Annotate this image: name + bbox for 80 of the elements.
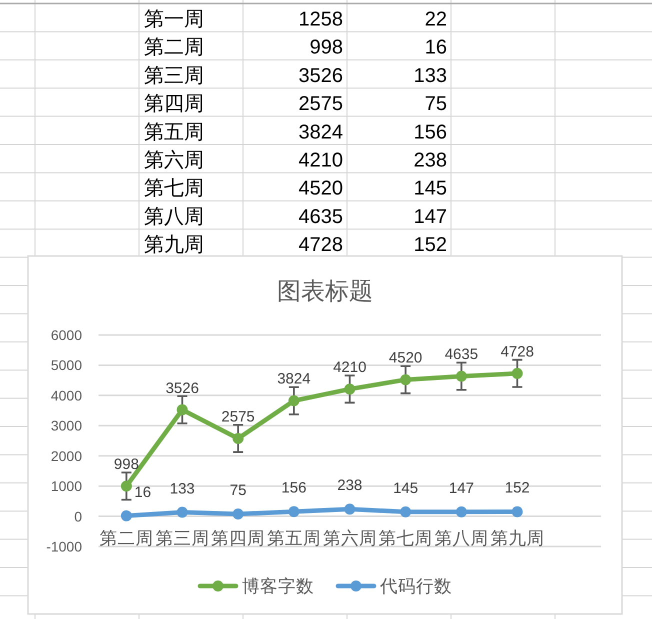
point bbox=[400, 374, 412, 386]
xtick-label: 第七周 bbox=[378, 528, 433, 548]
cell-value: 238 bbox=[414, 150, 447, 172]
row-label: 第一周 bbox=[144, 8, 204, 30]
data-label: 4210 bbox=[333, 359, 366, 376]
data-label: 156 bbox=[281, 480, 306, 497]
data-label: 4635 bbox=[444, 346, 478, 364]
data-label: 152 bbox=[504, 480, 530, 497]
cell-value: 1258 bbox=[298, 8, 343, 30]
cell-value: 4635 bbox=[298, 206, 343, 228]
legend-label: 博客字数 bbox=[242, 576, 314, 596]
xtick-label: 第九周 bbox=[490, 528, 544, 548]
ytick-label: 5000 bbox=[50, 357, 82, 374]
title: 图表标题 bbox=[277, 278, 373, 305]
row-label: 第八周 bbox=[144, 206, 204, 228]
data-label: 3526 bbox=[166, 380, 199, 397]
point bbox=[456, 370, 467, 382]
point bbox=[232, 508, 244, 520]
ytick-label: 0 bbox=[74, 508, 82, 524]
point bbox=[456, 506, 467, 518]
data-label: 238 bbox=[337, 477, 362, 494]
ytick-label: 3000 bbox=[50, 418, 82, 434]
row-label: 第三周 bbox=[144, 64, 204, 87]
legend-item: 博客字数 bbox=[198, 576, 314, 596]
cell-value: 4210 bbox=[298, 150, 343, 172]
cell-value: 152 bbox=[414, 234, 447, 256]
xtick-label: 第四周 bbox=[211, 528, 266, 548]
cell-value: 133 bbox=[414, 64, 447, 87]
xtick-label: 第八周 bbox=[434, 528, 488, 548]
row-label: 第五周 bbox=[144, 121, 204, 144]
legend-item: 代码行数 bbox=[336, 576, 452, 596]
xtick-label: 第三周 bbox=[155, 528, 210, 548]
point bbox=[344, 504, 356, 515]
data-label: 75 bbox=[230, 482, 246, 500]
data-label: 4520 bbox=[388, 350, 422, 367]
legend-label: 代码行数 bbox=[379, 576, 452, 596]
cell-value: 147 bbox=[414, 206, 447, 228]
point bbox=[232, 432, 244, 444]
ytick-label: 4000 bbox=[50, 387, 82, 404]
point bbox=[344, 384, 356, 395]
row-label: 第九周 bbox=[144, 234, 204, 256]
data-label: 2575 bbox=[221, 408, 255, 426]
point bbox=[400, 506, 412, 518]
cell-value: 4520 bbox=[298, 178, 343, 200]
ytick-label: 2000 bbox=[50, 448, 82, 464]
ytick-label: 6000 bbox=[50, 327, 82, 343]
row-label: 第二周 bbox=[144, 36, 204, 59]
row-label: 第四周 bbox=[144, 93, 204, 116]
point bbox=[288, 395, 300, 406]
point bbox=[120, 510, 132, 522]
cell-value: 3526 bbox=[298, 64, 343, 87]
data-label: 16 bbox=[134, 484, 152, 501]
data-label: 147 bbox=[448, 480, 474, 497]
cell-value: 75 bbox=[424, 93, 447, 116]
row-label: 第六周 bbox=[144, 150, 204, 172]
data-label: 998 bbox=[114, 456, 139, 474]
xtick-label: 第五周 bbox=[266, 528, 321, 548]
cell-value: 22 bbox=[424, 8, 447, 30]
point bbox=[512, 368, 523, 379]
data-label: 133 bbox=[170, 480, 195, 498]
cell-value: 145 bbox=[414, 178, 447, 200]
point bbox=[512, 506, 523, 518]
ytick-label: -1000 bbox=[46, 538, 82, 554]
point bbox=[176, 404, 188, 416]
point bbox=[176, 506, 188, 518]
data-label: 145 bbox=[393, 480, 418, 497]
point bbox=[288, 506, 300, 518]
cell-value: 16 bbox=[424, 36, 447, 59]
cell-value: 156 bbox=[414, 121, 447, 144]
cell-value: 2575 bbox=[298, 93, 343, 116]
data-label: 4728 bbox=[500, 343, 534, 360]
cell-value: 3824 bbox=[298, 121, 343, 144]
xtick-label: 第六周 bbox=[322, 528, 377, 548]
ytick-label: 1000 bbox=[50, 478, 82, 494]
cell-value: 998 bbox=[310, 36, 343, 59]
row-label: 第七周 bbox=[144, 178, 204, 200]
point bbox=[120, 480, 132, 492]
data-label: 3824 bbox=[277, 370, 311, 388]
cell-value: 4728 bbox=[298, 234, 343, 256]
xtick-label: 第二周 bbox=[99, 528, 154, 548]
